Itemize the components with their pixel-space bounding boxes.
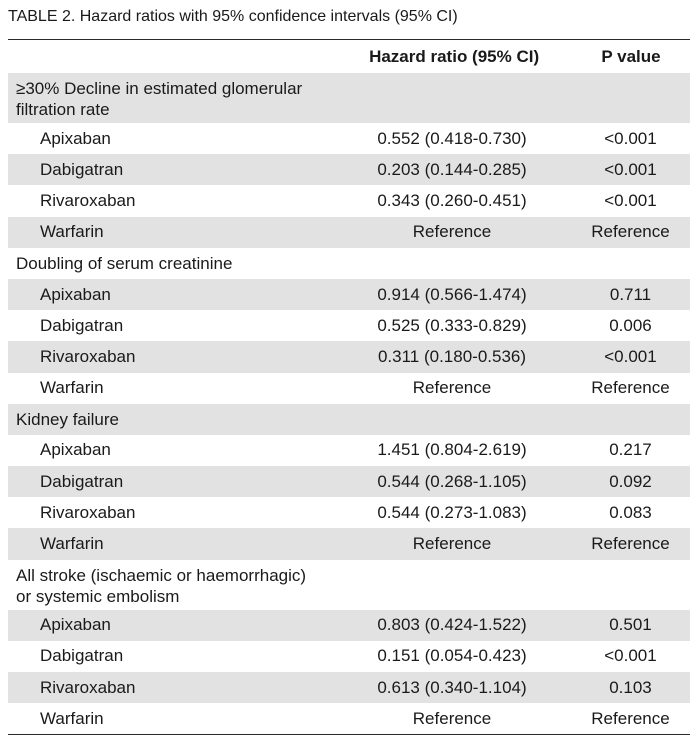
table-row: Warfarin Reference Reference bbox=[8, 703, 690, 734]
drug-cell: Rivaroxaban bbox=[40, 677, 136, 697]
hr-cell: 0.203 (0.144-0.285) bbox=[377, 159, 527, 179]
p-cell: 0.103 bbox=[609, 677, 652, 697]
table-row: Warfarin Reference Reference bbox=[8, 216, 690, 248]
drug-cell: Rivaroxaban bbox=[40, 502, 136, 522]
drug-cell: Warfarin bbox=[40, 534, 104, 554]
hr-cell: Reference bbox=[412, 708, 492, 728]
table-row: Dabigatran 0.203 (0.144-0.285) <0.001 bbox=[8, 154, 690, 186]
drug-cell: Dabigatran bbox=[40, 315, 124, 335]
p-cell: 0.501 bbox=[609, 615, 652, 635]
table-row: Dabigatran 0.525 (0.333-0.829) 0.006 bbox=[8, 310, 690, 341]
section-title-line: or systemic embolism bbox=[16, 586, 180, 606]
p-cell: Reference bbox=[591, 378, 670, 398]
drug-cell: Dabigatran bbox=[40, 471, 124, 491]
hr-cell: 0.914 (0.566-1.474) bbox=[377, 284, 527, 304]
table-header: Hazard ratio (95% CI) P value bbox=[8, 40, 690, 73]
drug-cell: Apixaban bbox=[40, 284, 111, 304]
drug-cell: Dabigatran bbox=[40, 159, 124, 179]
hr-cell: 0.803 (0.424-1.522) bbox=[377, 615, 527, 635]
hr-cell: 0.343 (0.260-0.451) bbox=[377, 190, 527, 210]
drug-cell: Warfarin bbox=[40, 222, 104, 242]
hr-cell: 0.151 (0.054-0.423) bbox=[377, 646, 527, 666]
hr-cell: 0.525 (0.333-0.829) bbox=[377, 315, 527, 335]
table-row: Apixaban 0.914 (0.566-1.474) 0.711 bbox=[8, 278, 690, 311]
section-title-line: filtration rate bbox=[16, 100, 110, 119]
p-cell: <0.001 bbox=[604, 159, 657, 179]
header-hazard-ratio: Hazard ratio (95% CI) bbox=[369, 46, 540, 66]
table-caption: TABLE 2. Hazard ratios with 95% confiden… bbox=[8, 6, 458, 28]
table-row: Rivaroxaban 0.343 (0.260-0.451) <0.001 bbox=[8, 185, 690, 216]
header-p-value: P value bbox=[601, 46, 661, 66]
table-row: Apixaban 0.803 (0.424-1.522) 0.501 bbox=[8, 609, 690, 641]
section-row: Doubling of serum creatinine bbox=[8, 248, 690, 279]
p-cell: <0.001 bbox=[604, 128, 657, 148]
section-title-line: Kidney failure bbox=[16, 409, 120, 429]
table-row: Rivaroxaban 0.613 (0.340-1.104) 0.103 bbox=[8, 672, 690, 704]
section-title-line: All stroke (ischaemic or haemorrhagic) bbox=[16, 565, 307, 585]
section-row: Kidney failure bbox=[8, 403, 690, 435]
section-title-line: ≥30% Decline in estimated glomerular bbox=[16, 79, 303, 98]
hr-cell: Reference bbox=[412, 378, 492, 398]
section-row: All stroke (ischaemic or haemorrhagic) o… bbox=[8, 560, 690, 610]
drug-cell: Apixaban bbox=[40, 128, 111, 148]
p-cell: 0.711 bbox=[609, 284, 652, 304]
hr-cell: 1.451 (0.804-2.619) bbox=[377, 440, 527, 460]
drug-cell: Dabigatran bbox=[40, 646, 124, 666]
drug-cell: Rivaroxaban bbox=[40, 346, 136, 366]
hr-cell: Reference bbox=[412, 534, 492, 554]
hazard-ratio-table: Hazard ratio (95% CI) P value ≥30% Decli… bbox=[8, 39, 690, 736]
p-cell: <0.001 bbox=[604, 346, 657, 366]
drug-cell: Rivaroxaban bbox=[40, 190, 136, 210]
p-cell: Reference bbox=[591, 222, 670, 242]
section-title: Doubling of serum creatinine bbox=[8, 248, 333, 274]
p-cell: <0.001 bbox=[604, 646, 657, 666]
table-row: Warfarin Reference Reference bbox=[8, 528, 690, 560]
table-row: Apixaban 0.552 (0.418-0.730) <0.001 bbox=[8, 123, 690, 154]
p-cell: 0.217 bbox=[609, 440, 652, 460]
table-row: Warfarin Reference Reference bbox=[8, 373, 690, 404]
hr-cell: 0.613 (0.340-1.104) bbox=[377, 677, 527, 697]
p-cell: 0.006 bbox=[609, 315, 652, 335]
p-cell: <0.001 bbox=[604, 190, 657, 210]
drug-cell: Apixaban bbox=[40, 615, 111, 635]
table-label: TABLE 2. bbox=[8, 8, 76, 25]
hr-cell: 0.544 (0.273-1.083) bbox=[377, 502, 527, 522]
table-row: Dabigatran 0.151 (0.054-0.423) <0.001 bbox=[8, 641, 690, 672]
section-title: ≥30% Decline in estimated glomerular fil… bbox=[8, 73, 333, 120]
table-row: Apixaban 1.451 (0.804-2.619) 0.217 bbox=[8, 435, 690, 466]
hr-cell: 0.552 (0.418-0.730) bbox=[377, 128, 527, 148]
table-row: Dabigatran 0.544 (0.268-1.105) 0.092 bbox=[8, 466, 690, 498]
hr-cell: 0.311 (0.180-0.536) bbox=[377, 346, 527, 366]
section-title-line: Doubling of serum creatinine bbox=[16, 253, 233, 273]
table-row: Rivaroxaban 0.544 (0.273-1.083) 0.083 bbox=[8, 497, 690, 528]
p-cell: 0.092 bbox=[609, 471, 652, 491]
section-row: ≥30% Decline in estimated glomerular fil… bbox=[8, 73, 690, 123]
section-title: All stroke (ischaemic or haemorrhagic) o… bbox=[8, 560, 333, 607]
drug-cell: Apixaban bbox=[40, 440, 111, 460]
drug-cell: Warfarin bbox=[40, 378, 104, 398]
p-cell: 0.083 bbox=[609, 502, 652, 522]
hr-cell: Reference bbox=[412, 222, 492, 242]
section-title: Kidney failure bbox=[8, 404, 333, 430]
table-title: Hazard ratios with 95% confidence interv… bbox=[79, 8, 458, 25]
drug-cell: Warfarin bbox=[40, 708, 104, 728]
hr-cell: 0.544 (0.268-1.105) bbox=[377, 471, 527, 491]
p-cell: Reference bbox=[591, 708, 670, 728]
p-cell: Reference bbox=[591, 534, 670, 554]
table-row: Rivaroxaban 0.311 (0.180-0.536) <0.001 bbox=[8, 341, 690, 373]
